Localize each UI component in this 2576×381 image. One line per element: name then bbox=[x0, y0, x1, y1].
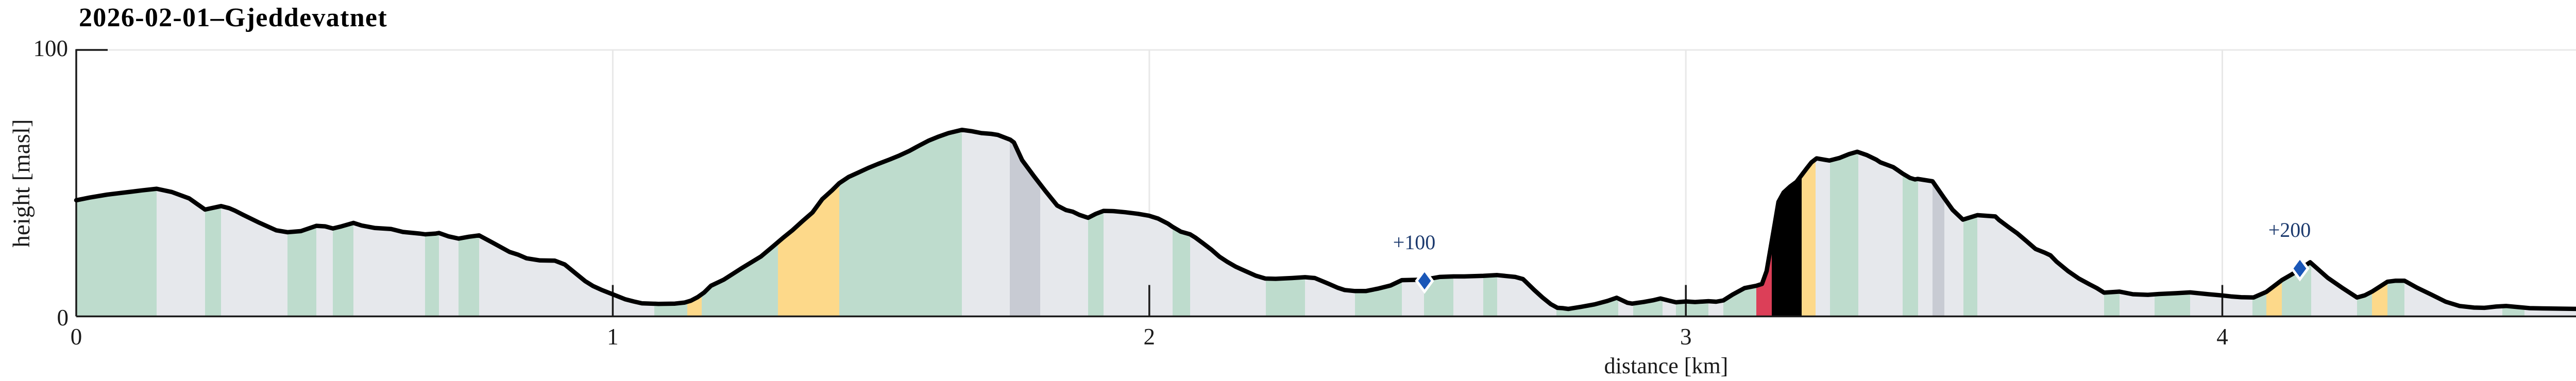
svg-text:1: 1 bbox=[607, 324, 619, 350]
svg-text:distance [km]: distance [km] bbox=[1604, 353, 1728, 378]
svg-text:height [masl]: height [masl] bbox=[8, 119, 35, 247]
svg-text:100: 100 bbox=[33, 36, 69, 61]
svg-text:2026-02-01–Gjeddevatnet: 2026-02-01–Gjeddevatnet bbox=[79, 3, 387, 32]
svg-text:+100: +100 bbox=[1393, 231, 1436, 254]
svg-text:+200: +200 bbox=[2268, 218, 2311, 241]
svg-text:4: 4 bbox=[2216, 324, 2228, 350]
svg-text:0: 0 bbox=[71, 324, 82, 350]
svg-text:2: 2 bbox=[1144, 324, 1156, 350]
svg-text:0: 0 bbox=[57, 305, 69, 331]
svg-text:3: 3 bbox=[1680, 324, 1692, 350]
